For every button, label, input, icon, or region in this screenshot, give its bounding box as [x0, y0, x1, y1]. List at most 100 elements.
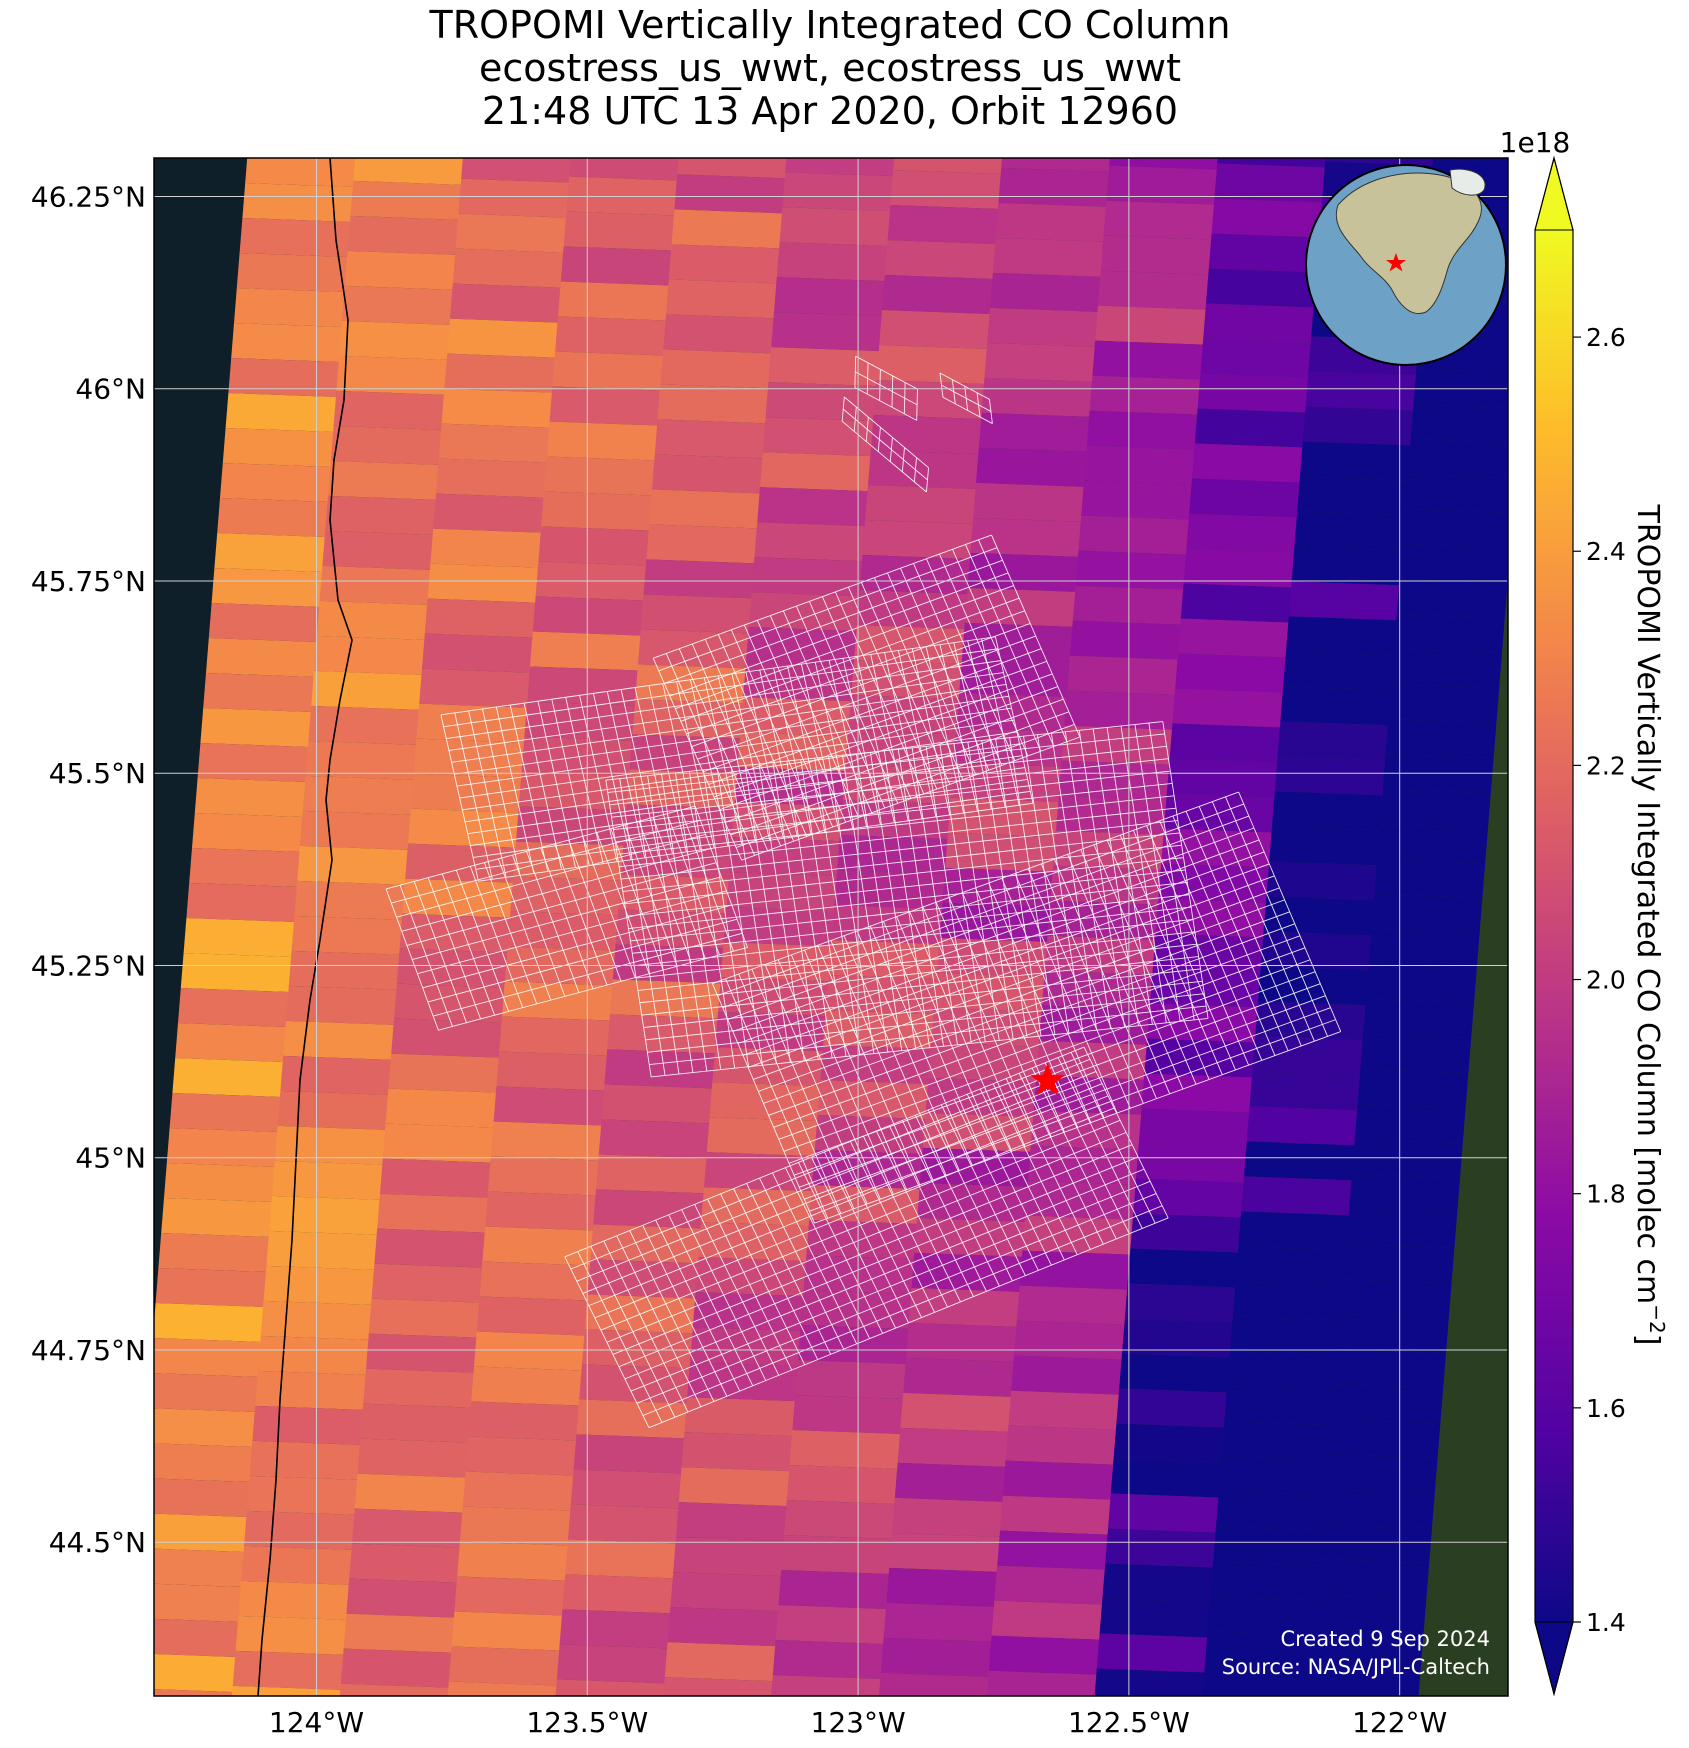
swath-pixel [1396, 579, 1508, 619]
swath-pixel [460, 1506, 571, 1546]
lat-tick-label: 44.5°N [49, 1526, 146, 1559]
swath-pixel [336, 355, 448, 395]
map-frame [153, 157, 1509, 1697]
swath-pixel [516, 806, 627, 846]
colorbar-tick-label: 2.4 [1586, 537, 1626, 566]
swath-pixel [1175, 653, 1286, 693]
swath-pixel [1346, 1209, 1458, 1249]
swath-pixel [363, 1368, 474, 1408]
swath-pixel [1203, 303, 1314, 343]
swath-pixel [1189, 478, 1300, 518]
swath-pixel [272, 1160, 383, 1200]
colorbar-ramp [1535, 230, 1573, 1622]
swath-pixel [154, 1443, 253, 1482]
swath-pixel [380, 1158, 491, 1198]
swath-pixel [339, 1683, 449, 1696]
swath-pixel [781, 1535, 892, 1575]
swath-pixel [353, 158, 464, 185]
swath-pixel [308, 705, 420, 745]
inset-star-icon [1386, 253, 1406, 272]
swath-pixel [544, 456, 655, 496]
inset-continent [1335, 172, 1482, 314]
swath-pixel [681, 1432, 793, 1472]
swath-pixel [726, 872, 838, 912]
swath-pixel [1103, 200, 1215, 240]
swath-pixel [154, 1373, 258, 1412]
swath-pixel [884, 240, 996, 280]
swath-pixel [436, 458, 547, 498]
swath-pixel [712, 1047, 824, 1087]
swath-pixel [660, 349, 772, 389]
footprint-grid [854, 355, 918, 421]
swath-pixel [751, 557, 863, 597]
swath-pixel [1394, 614, 1505, 654]
swath-pixel [663, 314, 774, 354]
swath-pixel [225, 393, 337, 432]
swath-pixel [1200, 338, 1312, 378]
swath-pixel [984, 342, 1096, 382]
swath-pixel [385, 1088, 497, 1128]
swath-pixel [325, 495, 436, 535]
swath-pixel [649, 489, 760, 529]
swath-pixel [217, 498, 328, 537]
swath-pixel [238, 1580, 350, 1620]
colorbar-title-close: ] [1630, 1334, 1665, 1346]
swath-pixel [837, 835, 948, 875]
swath-pixel [458, 178, 570, 218]
swath-pixel [444, 353, 556, 393]
graticule [154, 158, 1508, 1696]
footprint-grid [939, 372, 993, 424]
lon-tick-label: 124°W [269, 1706, 364, 1739]
lat-tick-label: 45°N [75, 1142, 146, 1175]
swath-pixel [988, 1635, 1100, 1675]
swath-pixel [1141, 1073, 1253, 1113]
swath-pixel [1081, 480, 1192, 520]
swath-pixel [1326, 1454, 1438, 1494]
swath-pixel [882, 275, 993, 315]
swath-pixel [886, 1567, 998, 1607]
swath-pixel [792, 1395, 904, 1435]
colorbar-title-exp: −2 [1645, 1304, 1669, 1333]
swath-pixel [342, 285, 453, 325]
swath-pixel [1084, 445, 1195, 485]
swath-pixel [1302, 406, 1414, 446]
swath-pixel [461, 158, 572, 183]
swath-pixel [283, 1020, 394, 1060]
swath-pixel [1124, 1283, 1236, 1323]
swath-pixel [485, 1191, 596, 1231]
swath-pixel [1238, 1211, 1350, 1251]
swath-pixel [1150, 968, 1261, 1008]
swath-pixel [590, 1224, 702, 1264]
swath-pixel [1207, 1596, 1319, 1636]
swath-pixel [1113, 1423, 1225, 1463]
swath-pixel [760, 452, 871, 492]
swath-pixel [654, 419, 766, 459]
latitude-labels: 46.25°N 46°N 45.75°N 45.5°N 45.25°N 45°N 44.75… [31, 180, 146, 1559]
swath-pixel [1366, 964, 1477, 1004]
swath-pixel [541, 491, 652, 531]
swath-pixel [890, 170, 1002, 210]
colorbar-tick-label: 1.8 [1586, 1180, 1626, 1209]
swath-pixel [1318, 1559, 1430, 1599]
swath-pixel [723, 907, 835, 947]
swath-pixel [964, 587, 1076, 627]
swath-pixel [1122, 1318, 1233, 1358]
swath-pixel [154, 1478, 250, 1517]
swath-pixel [297, 845, 408, 885]
swath-pixel [382, 1123, 494, 1163]
swath-pixel [817, 1080, 929, 1120]
swath-pixel [865, 485, 976, 525]
swath-pixel [1067, 655, 1178, 695]
swath-pixel [1399, 544, 1508, 584]
swath-pixel [206, 638, 317, 677]
swath-pixel [1109, 158, 1219, 170]
swath-pixel [200, 708, 312, 747]
colorbar-tick-label: 1.6 [1586, 1394, 1626, 1423]
swath-pixel [555, 1679, 665, 1696]
swath-pixel [178, 988, 289, 1027]
swath-pixel [274, 1125, 386, 1165]
swath-pixel [447, 1681, 557, 1696]
swath-pixel [684, 1397, 796, 1437]
swath-pixel [1288, 581, 1400, 621]
